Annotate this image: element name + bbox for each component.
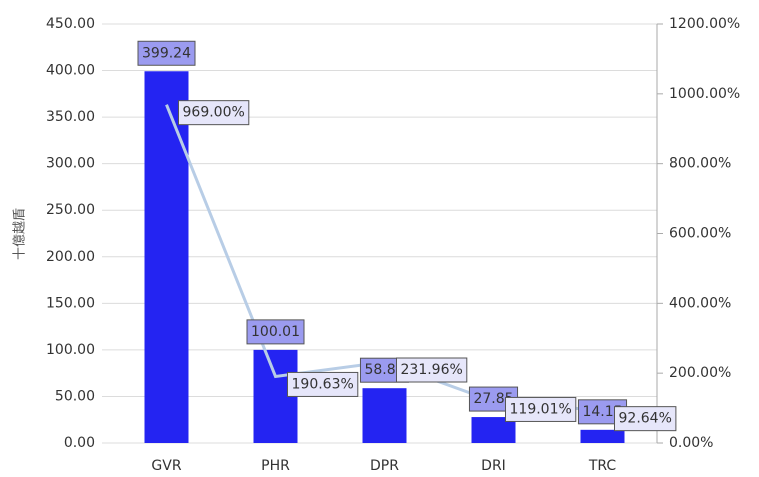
y2-tick-label: 800.00% — [669, 156, 731, 172]
y2-tick-label: 0.00% — [669, 435, 713, 451]
x-tick-label: GVR — [151, 458, 181, 474]
line-value-label-group: 119.01% — [505, 396, 577, 422]
line-value-label-group: 231.96% — [396, 357, 468, 383]
y-tick-label: 150.00 — [46, 295, 95, 311]
bar-value-label: 14.15 — [582, 404, 622, 420]
line-value-label-group: 190.63% — [287, 371, 359, 397]
y2-tick-label: 1200.00% — [669, 16, 740, 32]
bar-value-label-box — [246, 319, 305, 345]
line-value-label: 231.96% — [401, 362, 463, 378]
x-tick-label: DRI — [481, 458, 506, 474]
line-value-label-box — [505, 396, 577, 422]
line-value-label-box — [396, 357, 468, 383]
y-tick-label: 450.00 — [46, 16, 95, 32]
x-tick-label: TRC — [588, 458, 617, 474]
bar — [362, 388, 407, 443]
line-value-label-box — [287, 371, 359, 397]
x-tick-label: PHR — [261, 458, 290, 474]
line-value-label-group: 969.00% — [178, 100, 250, 126]
y2-tick-label: 600.00% — [669, 226, 731, 242]
line-value-label-box — [614, 406, 677, 432]
y-tick-label: 350.00 — [46, 109, 95, 125]
y-tick-label: 400.00 — [46, 63, 95, 79]
y-tick-label: 300.00 — [46, 156, 95, 172]
bar — [580, 429, 625, 443]
line-value-label: 92.64% — [619, 411, 672, 427]
y2-tick-label: 400.00% — [669, 295, 731, 311]
line-value-label: 969.00% — [183, 105, 245, 121]
bar-value-label: 100.01 — [251, 324, 300, 340]
y-tick-label: 0.00 — [64, 435, 95, 451]
line-value-label-box — [178, 100, 250, 126]
y-axis-label: 十億越盾 — [12, 208, 28, 260]
x-tick-label: DPR — [370, 458, 399, 474]
line-value-label-group: 92.64% — [614, 406, 677, 432]
y2-tick-label: 200.00% — [669, 365, 731, 381]
bar-value-label: 58.85 — [364, 362, 404, 378]
y-tick-label: 200.00 — [46, 249, 95, 265]
bar-value-label-group: 100.01 — [246, 319, 305, 345]
bar-value-label: 27.85 — [473, 391, 513, 407]
y2-tick-label: 1000.00% — [669, 86, 740, 102]
line-value-label: 119.01% — [510, 401, 572, 417]
bar-value-label-group: 399.24 — [137, 40, 196, 66]
bar — [144, 71, 189, 444]
bar-value-label: 399.24 — [142, 45, 191, 61]
y-tick-label: 250.00 — [46, 202, 95, 218]
bar-value-label-box — [137, 40, 196, 66]
y-tick-label: 100.00 — [46, 342, 95, 358]
y-tick-label: 50.00 — [55, 388, 95, 404]
line-value-label: 190.63% — [292, 376, 354, 392]
